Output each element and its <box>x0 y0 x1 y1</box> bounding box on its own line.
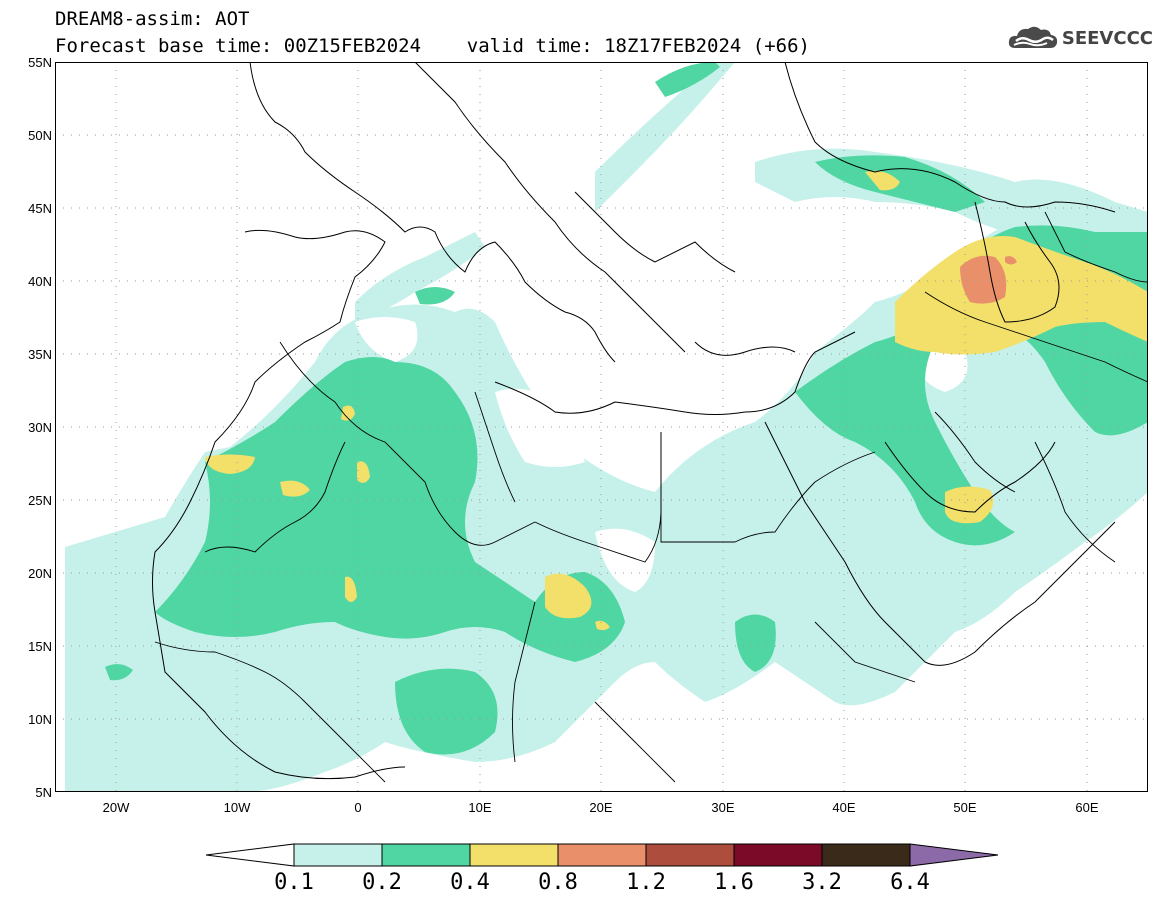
lat-label: 25N <box>28 493 52 508</box>
lat-label: 30N <box>28 420 52 435</box>
lat-label: 40N <box>28 274 52 289</box>
lon-label: 20W <box>102 800 130 815</box>
colorbar-swatch <box>821 843 911 867</box>
country-borders <box>154 211 1149 783</box>
lat-label: 15N <box>28 639 52 654</box>
colorbar-swatch <box>645 843 735 867</box>
coastlines <box>152 61 1116 780</box>
lat-label: 55N <box>28 55 52 70</box>
lon-label: 60E <box>1075 800 1099 815</box>
colorbar-swatch <box>733 843 823 867</box>
graticule <box>55 62 1148 792</box>
lat-label: 50N <box>28 128 52 143</box>
map-title: DREAM8-assim: AOT <box>55 8 250 30</box>
colorbar-label: 6.4 <box>890 870 930 895</box>
cloud-icon <box>1008 26 1057 48</box>
aot-band-0.8 <box>960 255 1017 304</box>
lat-label: 45N <box>28 201 52 216</box>
colorbar-label: 0.4 <box>450 870 490 895</box>
colorbar-swatch <box>557 843 647 867</box>
colorbar-label: 0.2 <box>362 870 402 895</box>
aot-band-0.4 <box>205 170 1148 631</box>
lon-label: 10E <box>468 800 492 815</box>
colorbar-over-arrow <box>909 843 999 867</box>
colorbar-under-arrow <box>205 843 295 867</box>
colorbar-label: 0.8 <box>538 870 578 895</box>
lon-label: 20E <box>589 800 613 815</box>
lon-label: 30E <box>711 800 735 815</box>
colorbar-swatch <box>469 843 559 867</box>
lon-label: 40E <box>832 800 856 815</box>
colorbar-label: 1.2 <box>626 870 666 895</box>
lat-label: 10N <box>28 712 52 727</box>
lon-label: 10W <box>223 800 251 815</box>
forecast-times: Forecast base time: 00Z15FEB2024 valid t… <box>55 35 810 57</box>
logo-text: SEEVCCC <box>1061 27 1153 49</box>
colorbar-label: 0.1 <box>274 870 314 895</box>
colorbar-swatch <box>381 843 471 867</box>
colorbar-label: 1.6 <box>714 870 754 895</box>
aot-map <box>55 61 1149 792</box>
lat-label: 5N <box>35 785 52 800</box>
seevccc-logo: SEEVCCC <box>1007 24 1153 52</box>
colorbar-swatch <box>293 843 383 867</box>
lat-label: 20N <box>28 566 52 581</box>
colorbar-label: 3.2 <box>802 870 842 895</box>
lat-label: 35N <box>28 347 52 362</box>
colorbar <box>205 842 1001 872</box>
lon-label: 0 <box>354 800 362 815</box>
lon-label: 50E <box>953 800 977 815</box>
